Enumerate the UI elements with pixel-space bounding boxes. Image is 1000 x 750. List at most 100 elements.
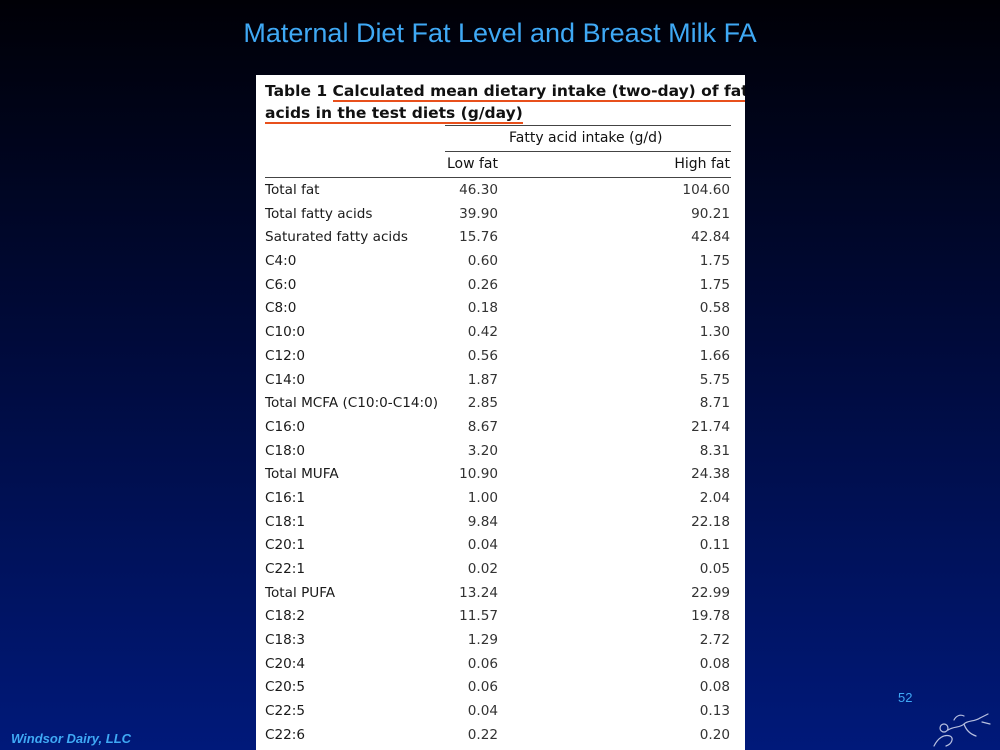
low-fat-value: 0.42 [467,324,498,341]
sketch-logo-icon [933,713,991,747]
row-label: C22:5 [265,703,306,720]
table-row: Total MUFA 10.90 24.38 [256,463,745,487]
table-row: C18:2 11.57 19.78 [256,605,745,629]
high-fat-value: 8.31 [699,442,730,459]
high-fat-value: 2.04 [699,489,730,506]
table-row: C12:0 0.56 1.66 [256,345,745,369]
top-rule [445,125,731,126]
low-fat-value: 9.84 [467,513,498,530]
low-fat-value: 3.20 [467,442,498,459]
low-fat-value: 0.56 [467,347,498,364]
table-row: Total fatty acids 39.90 90.21 [256,203,745,227]
row-label: C22:1 [265,561,306,577]
row-label: C18:0 [265,442,306,459]
caption-underlined-line1: Calculated mean dietary intake (two-day)… [332,82,745,102]
row-label: C10:0 [265,324,306,341]
table-row: C18:3 1.29 2.72 [256,629,745,653]
low-fat-value: 0.06 [467,679,498,696]
row-label: Total PUFA [265,584,336,601]
row-label: C6:0 [265,276,297,293]
table-row: C22:1 0.02 0.05 [256,558,745,582]
table-image: Table 1 Calculated mean dietary intake (… [256,75,745,750]
low-fat-value: 11.57 [459,608,498,625]
column-header-low-fat: Low fat [446,156,498,172]
table-row: C6:0 0.26 1.75 [256,274,745,298]
row-label: Total fat [265,182,320,198]
low-fat-value: 0.18 [467,300,498,317]
table-row: C10:0 0.42 1.30 [256,321,745,345]
high-fat-value: 104.60 [682,182,730,198]
high-fat-value: 1.66 [699,347,730,364]
high-fat-value: 21.74 [691,418,730,435]
table-caption: Table 1 Calculated mean dietary intake (… [265,80,745,124]
row-label: Total fatty acids [265,205,373,222]
row-label: Total MCFA (C10:0-C14:0) [265,395,439,412]
high-fat-value: 8.71 [699,395,730,412]
high-fat-value: 1.75 [699,253,730,270]
high-fat-value: 0.20 [699,726,730,743]
high-fat-value: 42.84 [691,229,730,246]
high-fat-value: 90.21 [691,205,730,222]
group-header: Fatty acid intake (g/d) [509,130,663,146]
high-fat-value: 1.30 [699,324,730,341]
high-fat-value: 22.18 [691,513,730,530]
table-row: C20:1 0.04 0.11 [256,534,745,558]
row-label: C16:1 [265,489,306,506]
row-label: Total MUFA [265,466,339,483]
row-label: C4:0 [265,253,297,270]
low-fat-value: 2.85 [467,395,498,412]
row-label: C22:6 [265,726,306,743]
low-fat-value: 15.76 [459,229,498,246]
row-label: C16:0 [265,418,306,435]
table-row: Total MCFA (C10:0-C14:0) 2.85 8.71 [256,392,745,416]
header-rule [265,177,731,178]
row-label: C20:4 [265,655,306,672]
low-fat-value: 8.67 [467,418,498,435]
footer-company: Windsor Dairy, LLC [11,731,132,746]
high-fat-value: 0.08 [699,655,730,672]
row-label: C8:0 [265,300,297,317]
table-row: Total PUFA 13.24 22.99 [256,582,745,606]
row-label: C12:0 [265,347,306,364]
table-row: C8:0 0.18 0.58 [256,297,745,321]
table-row: C20:4 0.06 0.08 [256,653,745,677]
low-fat-value: 0.06 [467,655,498,672]
low-fat-value: 13.24 [459,584,498,601]
slide-title: Maternal Diet Fat Level and Breast Milk … [243,18,757,48]
table-row: C22:5 0.04 0.13 [256,700,745,724]
low-fat-value: 46.30 [459,182,498,198]
high-fat-value: 2.72 [699,632,730,649]
high-fat-value: 0.11 [699,537,730,554]
low-fat-value: 0.02 [467,561,498,577]
table-row: C4:0 0.60 1.75 [256,250,745,274]
table-row: Total fat 46.30 104.60 [256,179,745,203]
low-fat-value: 0.26 [467,276,498,293]
high-fat-value: 0.05 [699,561,730,577]
high-fat-value: 22.99 [691,584,730,601]
row-label: C20:5 [265,679,306,696]
high-fat-value: 1.75 [699,276,730,293]
caption-underlined-line2: acids in the test diets (g/day) [265,104,523,124]
row-label: C18:1 [265,513,306,530]
low-fat-value: 1.29 [467,632,498,649]
high-fat-value: 19.78 [691,608,730,625]
table-row: C18:1 9.84 22.18 [256,511,745,535]
row-label: C18:3 [265,632,306,649]
low-fat-value: 0.60 [467,253,498,270]
table-row: C20:5 0.06 0.08 [256,676,745,700]
low-fat-value: 39.90 [459,205,498,222]
high-fat-value: 0.58 [699,300,730,317]
high-fat-value: 5.75 [699,371,730,388]
row-label: C20:1 [265,537,306,554]
low-fat-value: 1.00 [467,489,498,506]
low-fat-value: 10.90 [459,466,498,483]
table-row: C16:1 1.00 2.04 [256,487,745,511]
low-fat-value: 0.22 [467,726,498,743]
caption-prefix: Table 1 [265,82,333,100]
low-fat-value: 0.04 [467,537,498,554]
table-row: C14:0 1.87 5.75 [256,369,745,393]
row-label: C14:0 [265,371,306,388]
table-row: C18:0 3.20 8.31 [256,440,745,464]
row-label: C18:2 [265,608,306,625]
row-label: Saturated fatty acids [265,229,408,246]
